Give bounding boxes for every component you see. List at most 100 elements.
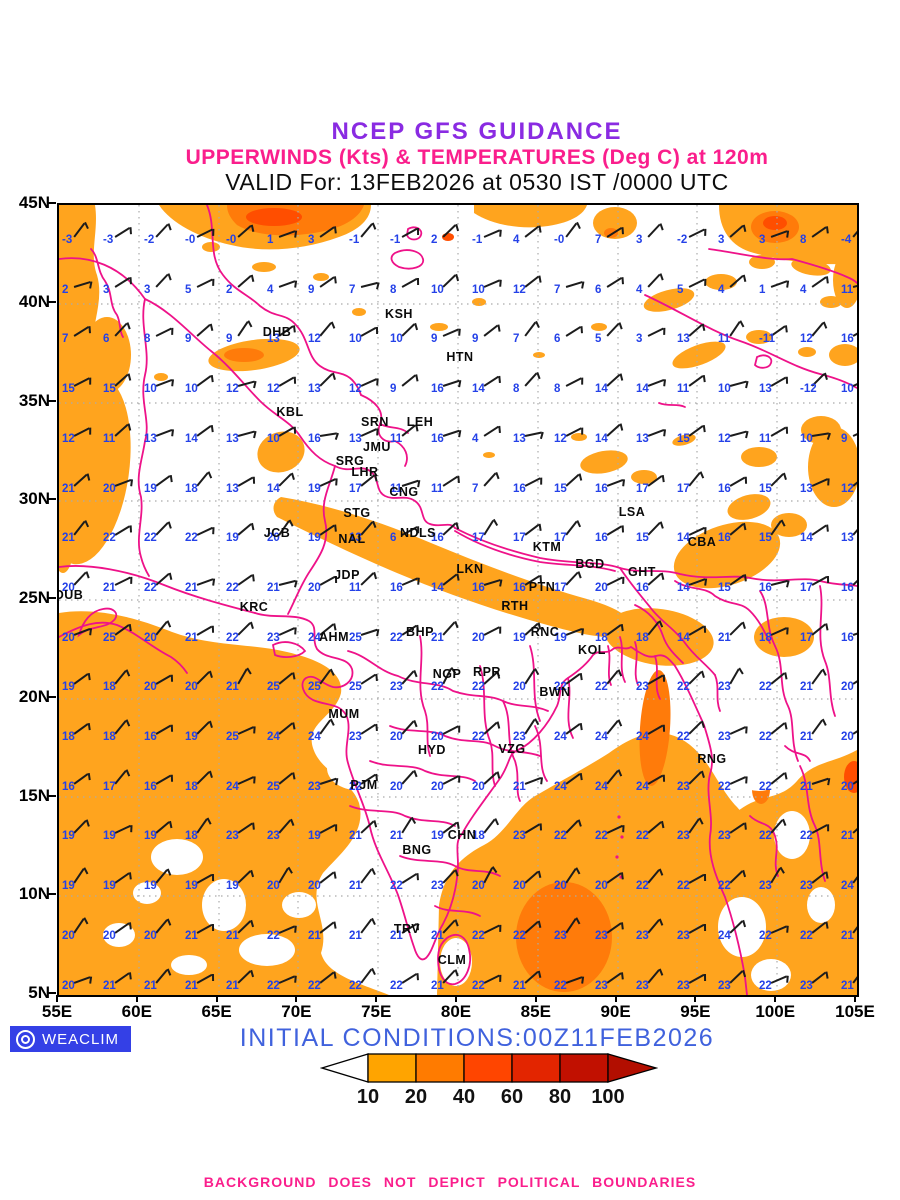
station-temperature: 14 — [431, 581, 444, 594]
station-temperature: 3 — [759, 234, 766, 246]
station-temperature: 10 — [390, 333, 403, 346]
x-tick-mark — [774, 995, 777, 1002]
station-temperature: 21 — [513, 780, 526, 793]
station-temperature: 24 — [554, 731, 567, 743]
city-label: AHM — [319, 630, 349, 644]
station-temperature: 22 — [800, 830, 813, 843]
station-temperature: 21 — [349, 880, 362, 893]
station-temperature: 12 — [267, 383, 280, 396]
station-temperature: 3 — [636, 234, 643, 246]
station-temperature: 23 — [636, 681, 649, 694]
station-temperature: 8 — [390, 283, 397, 296]
station-temperature: 23 — [718, 830, 731, 843]
station-temperature: 16 — [636, 581, 649, 594]
station-temperature: 20 — [62, 581, 75, 594]
station-temperature: 5 — [595, 333, 602, 346]
station-temperature: 10 — [472, 283, 485, 296]
station-temperature: 23 — [800, 979, 813, 992]
station-temperature: 3 — [308, 234, 315, 246]
station-temperature: 16 — [513, 482, 526, 495]
x-tick-mark — [295, 995, 298, 1002]
station-temperature: 15 — [718, 581, 731, 594]
station-temperature: 21 — [103, 979, 116, 992]
station-temperature: 17 — [554, 581, 567, 594]
coastlines-and-borders — [59, 205, 857, 995]
station-temperature: 15 — [554, 482, 567, 495]
station-temperature: 24 — [718, 929, 731, 942]
station-temperature: 22 — [595, 830, 608, 843]
station-temperature: 21 — [308, 929, 321, 942]
station-temperature: 20 — [554, 880, 567, 893]
city-label: JMU — [363, 440, 391, 454]
station-temperature: 2 — [431, 234, 438, 246]
station-temperature: 16 — [841, 333, 854, 346]
station-temperature: 22 — [636, 880, 649, 893]
station-temperature: 16 — [62, 780, 75, 793]
station-temperature: 19 — [185, 880, 198, 893]
y-tick-label: 20N — [18, 686, 50, 706]
y-tick-mark — [48, 893, 56, 896]
station-temperature: 4 — [800, 283, 807, 296]
station-temperature: 22 — [390, 880, 403, 893]
station-temperature: 25 — [349, 681, 362, 694]
legend-tick-label: 60 — [500, 1086, 524, 1108]
legend-colorbar — [319, 1053, 659, 1083]
station-temperature: 18 — [636, 631, 649, 644]
station-temperature: 12 — [841, 482, 854, 495]
station-temperature: 21 — [144, 979, 157, 992]
station-temperature: 9 — [841, 432, 848, 445]
station-temperature: 6 — [390, 532, 397, 545]
station-temperature: 13 — [513, 432, 526, 445]
city-label: TRV — [393, 922, 421, 936]
station-temperature: 23 — [718, 979, 731, 992]
x-tick-label: 105E — [835, 1002, 875, 1021]
station-temperature: 22 — [267, 979, 280, 992]
station-temperature: 4 — [513, 234, 520, 246]
station-temperature: 16 — [759, 581, 772, 594]
station-temperature: 23 — [800, 880, 813, 893]
city-label: KTM — [532, 540, 562, 554]
station-temperature: 7 — [595, 234, 602, 246]
station-temperature: -3 — [103, 234, 114, 246]
station-temperature: 22 — [677, 731, 690, 743]
station-temperature: 24 — [554, 780, 567, 793]
station-temperature: 14 — [267, 482, 280, 495]
city-label: RTH — [501, 599, 529, 613]
station-temperature: 10 — [718, 383, 731, 396]
station-temperature: 15 — [759, 482, 772, 495]
city-label: NDLS — [399, 526, 437, 540]
x-tick-label: 55E — [41, 1002, 73, 1021]
station-temperature: 7 — [472, 482, 479, 495]
city-label: LHR — [351, 465, 379, 479]
station-temperature: -1 — [472, 234, 483, 246]
y-tick-mark — [48, 992, 56, 994]
station-temperature: -4 — [841, 234, 852, 246]
station-temperature: 19 — [103, 880, 116, 893]
station-temperature: 17 — [349, 482, 362, 495]
station-temperature: 22 — [595, 681, 608, 694]
station-temperature: 19 — [308, 830, 321, 843]
station-temperature: 1 — [267, 234, 274, 246]
station-temperature: 19 — [144, 482, 157, 495]
station-temperature: 13 — [841, 532, 854, 545]
station-temperature: 1 — [759, 283, 766, 296]
station-temperature: 4 — [636, 283, 643, 296]
x-tick-mark — [534, 995, 537, 1002]
station-temperature: 14 — [185, 432, 198, 445]
y-tick-label: 30N — [18, 489, 50, 509]
station-temperature: 21 — [349, 830, 362, 843]
station-temperature: 22 — [759, 929, 772, 942]
station-temperature: 9 — [472, 333, 479, 346]
station-temperature: 11 — [390, 432, 403, 445]
station-temperature: 22 — [472, 979, 485, 992]
station-temperature: 20 — [62, 979, 75, 992]
station-temperature: 20 — [513, 880, 526, 893]
y-tick-mark — [48, 399, 56, 402]
station-temperature: 10 — [144, 383, 157, 396]
x-tick-mark — [56, 995, 58, 1002]
station-temperature: 6 — [595, 283, 602, 296]
station-temperature: 22 — [759, 731, 772, 743]
station-temperature: 21 — [62, 532, 75, 545]
legend-tick-label: 10 — [356, 1086, 380, 1108]
station-temperature: 20 — [390, 780, 403, 793]
